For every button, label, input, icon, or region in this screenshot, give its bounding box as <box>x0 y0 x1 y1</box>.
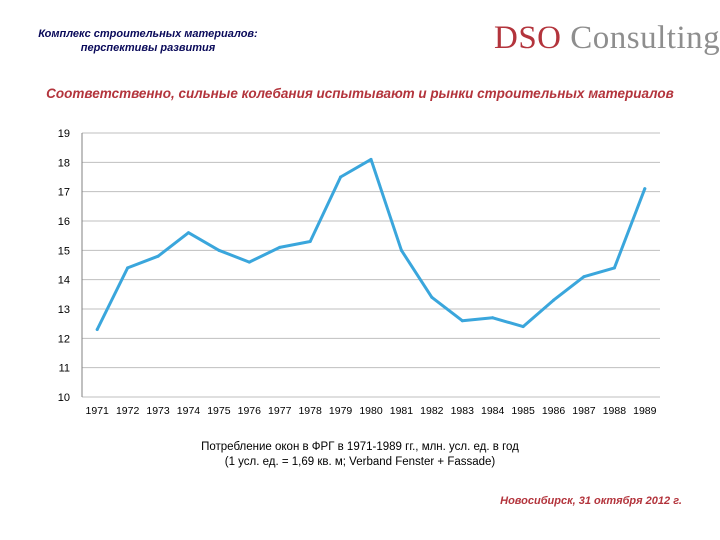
y-tick-label: 18 <box>58 157 70 169</box>
x-tick-label: 1971 <box>86 405 110 417</box>
y-tick-label: 15 <box>58 245 70 257</box>
x-tick-label: 1988 <box>603 405 627 417</box>
header-title-line1: Комплекс строительных материалов: <box>38 28 258 40</box>
y-tick-label: 19 <box>58 128 70 140</box>
data-point <box>247 260 251 264</box>
x-tick-label: 1979 <box>329 405 353 417</box>
x-tick-label: 1973 <box>146 405 170 417</box>
series-line <box>95 157 647 331</box>
data-point <box>126 266 130 270</box>
slide-subtitle: Соответственно, сильные колебания испыты… <box>46 86 674 101</box>
logo-text: Consulting <box>570 20 720 56</box>
data-point <box>399 248 403 252</box>
y-tick-label: 17 <box>58 187 70 199</box>
caption-line1: Потребление окон в ФРГ в 1971-1989 гг., … <box>201 441 519 453</box>
x-tick-label: 1982 <box>420 405 444 417</box>
data-point <box>491 316 495 320</box>
data-point <box>612 266 616 270</box>
x-tick-label: 1976 <box>238 405 262 417</box>
data-point <box>643 187 647 191</box>
company-logo: DSO Consulting <box>494 20 720 60</box>
chart-caption: Потребление окон в ФРГ в 1971-1989 гг., … <box>0 440 720 470</box>
data-point <box>217 248 221 252</box>
y-tick-label: 12 <box>58 333 70 345</box>
x-tick-label: 1975 <box>207 405 231 417</box>
data-point <box>430 295 434 299</box>
data-point <box>582 275 586 279</box>
x-tick-label: 1981 <box>390 405 414 417</box>
x-tick-label: 1978 <box>298 405 322 417</box>
data-point <box>552 298 556 302</box>
x-tick-label: 1972 <box>116 405 140 417</box>
footer-date: Новосибирск, 31 октября 2012 г. <box>500 495 682 507</box>
data-point <box>156 254 160 258</box>
x-tick-label: 1985 <box>511 405 535 417</box>
x-tick-label: 1986 <box>542 405 566 417</box>
data-point <box>95 328 99 332</box>
header-title-line2: перспективы развития <box>80 42 216 54</box>
y-tick-label: 11 <box>59 363 70 375</box>
data-point <box>339 175 343 179</box>
data-point <box>521 325 525 329</box>
x-tick-label: 1974 <box>177 405 201 417</box>
x-tick-label: 1987 <box>572 405 596 417</box>
data-point <box>369 157 373 161</box>
y-tick-label: 13 <box>58 304 70 316</box>
x-tick-label: 1980 <box>359 405 383 417</box>
data-point <box>186 231 190 235</box>
x-tick-label: 1984 <box>481 405 505 417</box>
caption-line2: (1 усл. ед. = 1,69 кв. м; Verband Fenste… <box>224 456 496 468</box>
x-tick-label: 1977 <box>268 405 292 417</box>
data-point <box>308 240 312 244</box>
data-point <box>460 319 464 323</box>
header-title: Комплекс строительных материалов: перспе… <box>14 27 282 55</box>
y-tick-label: 14 <box>58 275 70 287</box>
y-tick-label: 10 <box>58 392 70 404</box>
logo-brand: DSO <box>494 20 562 56</box>
data-point <box>278 245 282 249</box>
y-tick-label: 16 <box>58 216 70 228</box>
x-tick-label: 1989 <box>633 405 657 417</box>
x-tick-label: 1983 <box>451 405 475 417</box>
